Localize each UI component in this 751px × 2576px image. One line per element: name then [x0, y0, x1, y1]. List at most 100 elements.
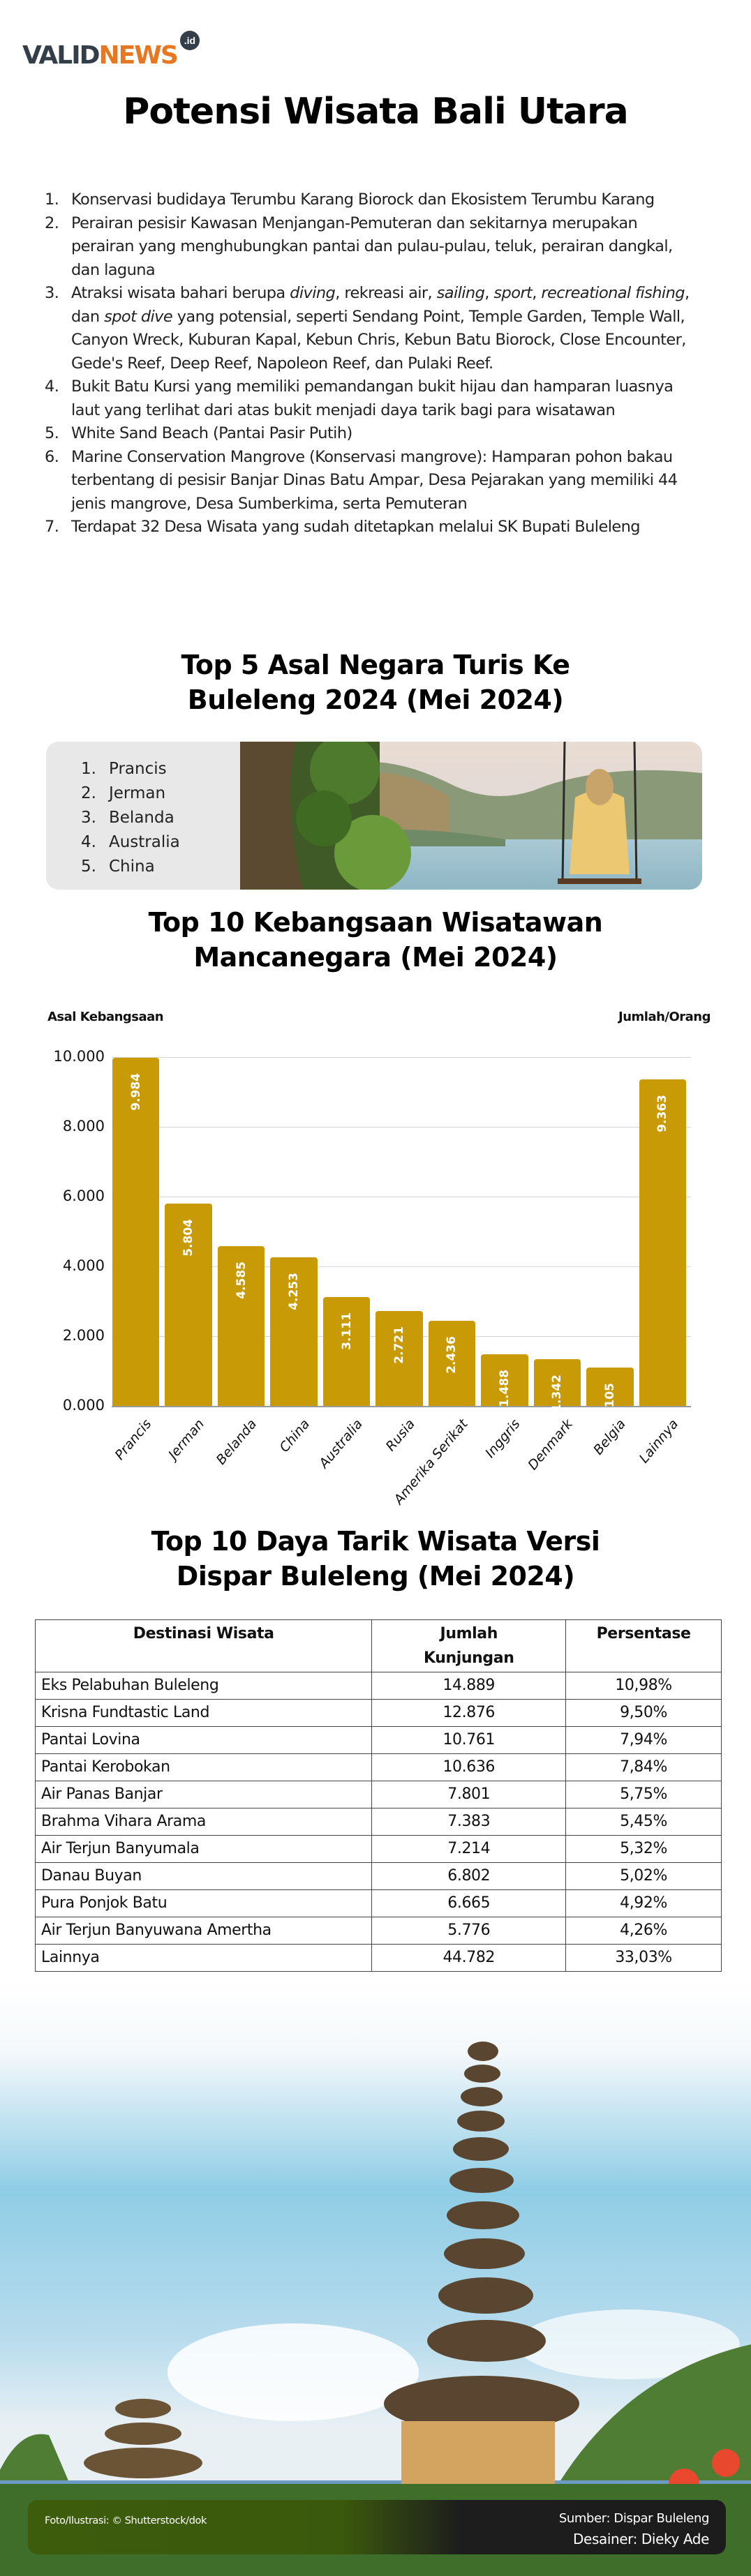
bar-value-label: 3.111 — [339, 1312, 354, 1351]
page-title: Potensi Wisata Bali Utara — [123, 91, 629, 133]
bar-rusia: 2.721 — [376, 1310, 423, 1406]
cell-percent: 5,45% — [565, 1808, 722, 1836]
gridline — [112, 1266, 691, 1267]
list-number: 1. — [81, 760, 96, 778]
bar-belgia: 1.105 — [586, 1367, 634, 1421]
table-row: Brahma Vihara Arama 7.383 5,45% — [34, 1808, 722, 1836]
gridline — [112, 1057, 691, 1058]
cell-visits: 44.782 — [371, 1944, 567, 1972]
cell-visits: 7.383 — [371, 1808, 567, 1836]
bar-value-label: 5.804 — [181, 1218, 196, 1257]
list-number: 1. — [45, 190, 59, 209]
bar-value-label: 4.585 — [234, 1261, 248, 1299]
list-number: 4. — [81, 833, 96, 851]
bar-value-label: 2.436 — [445, 1336, 459, 1374]
cell-name: Brahma Vihara Arama — [34, 1808, 373, 1836]
table-header-row: Destinasi Wisata Jumlah Kunjungan Persent… — [34, 1619, 722, 1672]
destinations-title-line1: Top 10 Daya Tarik Wisata Versi — [151, 1526, 600, 1557]
x-tick-label: Belgia — [590, 1416, 629, 1458]
top5-card: 1. Prancis 2. Jerman 3. Belanda 4. Australia… — [46, 742, 702, 890]
country-name: Belanda — [109, 809, 174, 827]
cell-percent: 4,26% — [565, 1917, 722, 1945]
cell-percent: 5,32% — [565, 1835, 722, 1863]
list-item: 5. China — [81, 855, 180, 879]
list-text: White Sand Beach (Pantai Pasir Putih) — [71, 424, 352, 442]
country-name: Australia — [109, 833, 180, 851]
list-text: Konservasi budidaya Terumbu Karang Bioro… — [71, 190, 655, 209]
cell-percent: 5,02% — [565, 1862, 722, 1890]
chart-title-line1: Top 10 Kebangsaan Wisatawan — [148, 907, 603, 938]
x-axis-line — [112, 1406, 691, 1407]
table-row: Air Terjun Banyuwana Amertha 5.776 4,26% — [34, 1917, 722, 1945]
country-name: Prancis — [109, 760, 167, 778]
header-visits: Jumlah Kunjungan — [371, 1619, 567, 1672]
list-number: 6. — [45, 447, 59, 466]
list-number: 5. — [45, 424, 59, 442]
cell-visits: 10.636 — [371, 1753, 567, 1781]
bar-value-label: 1.488 — [497, 1369, 512, 1407]
table-row: Eks Pelabuhan Buleleng 14.889 10,98% — [34, 1672, 722, 1700]
cell-name: Eks Pelabuhan Buleleng — [34, 1672, 373, 1700]
bar-china: 4.253 — [270, 1257, 318, 1406]
cell-percent: 7,94% — [565, 1726, 722, 1754]
list-number: 4. — [45, 377, 59, 396]
list-text: Marine Conservation Mangrove (Konservasi… — [71, 447, 678, 513]
bar-prancis: 9.984 — [112, 1057, 160, 1406]
table-row: Danau Buyan 6.802 5,02% — [34, 1862, 722, 1890]
credits-bar: Foto/Ilustrasi: © Shutterstock/dok Sumbe… — [28, 2500, 726, 2554]
list-number: 7. — [45, 518, 59, 536]
list-item: 4. Australia — [81, 830, 180, 855]
cell-visits: 10.761 — [371, 1726, 567, 1754]
data-source: Sumber: Dispar Buleleng — [558, 2511, 710, 2526]
cell-name: Danau Buyan — [34, 1862, 373, 1890]
designer-credit: Desainer: Dieky Ade — [573, 2531, 709, 2547]
table-row: Air Terjun Banyumala 7.214 5,32% — [34, 1835, 722, 1863]
gridline — [112, 1127, 691, 1128]
bar-value-label: 1.342 — [550, 1374, 565, 1412]
list-text: Terdapat 32 Desa Wisata yang sudah ditet… — [71, 518, 641, 536]
list-item: 3. Belanda — [81, 806, 180, 830]
bar-value-label: 9.984 — [128, 1072, 143, 1111]
x-tick-label: Jerman — [165, 1416, 208, 1462]
header-percent: Persentase — [565, 1619, 722, 1672]
swing-lake-photo — [240, 742, 702, 890]
list-text: Bukit Batu Kursi yang memiliki pemandang… — [71, 377, 674, 419]
y-tick-label: 10.000 — [53, 1048, 105, 1065]
x-tick-label: Prancis — [112, 1416, 155, 1463]
x-tick-label: Belanda — [213, 1416, 260, 1468]
potential-list: 1. Konservasi budidaya Terumbu Karang Bio… — [45, 188, 694, 539]
x-tick-label: Denmark — [525, 1416, 577, 1474]
logo-valid-text: VALID — [22, 41, 100, 70]
bar-value-label: 4.253 — [287, 1273, 302, 1311]
cell-visits: 7.214 — [371, 1835, 567, 1863]
table-row: Air Panas Banjar 7.801 5,75% — [34, 1781, 722, 1809]
y-tick-label: 2.000 — [62, 1327, 105, 1344]
cell-visits: 5.776 — [371, 1917, 567, 1945]
x-axis-label: Asal Kebangsaan — [47, 1010, 164, 1024]
list-number: 3. — [45, 284, 59, 302]
x-tick-label: Rusia — [382, 1416, 418, 1455]
table-body: Eks Pelabuhan Buleleng 14.889 10,98% Krisna… — [34, 1672, 722, 1972]
list-text: Atraksi wisata bahari berupa diving, rek… — [71, 284, 690, 373]
cell-visits: 7.801 — [371, 1781, 567, 1809]
bar-chart: 0.000 2.000 4.000 6.000 8.000 10.000 9.984 5.80… — [54, 1048, 691, 1421]
list-item: 6. Marine Conservation Mangrove (Konserva… — [45, 446, 694, 516]
list-number: 2. — [45, 214, 59, 232]
table-row: Pura Ponjok Batu 6.665 4,92% — [34, 1889, 722, 1917]
x-tick-label: Australia — [315, 1416, 366, 1472]
lake-swing-illustration — [240, 742, 702, 890]
cell-visits: 6.802 — [371, 1862, 567, 1890]
validnews-logo: VALID NEWS .id — [22, 27, 200, 68]
x-tick-label: Lainnya — [636, 1416, 682, 1467]
header-visits-line1: Jumlah — [440, 1625, 498, 1642]
list-number: 3. — [81, 809, 96, 827]
y-tick-label: 6.000 — [62, 1188, 105, 1204]
bar-lainnya: 9.363 — [639, 1079, 686, 1406]
bar-jerman: 5.804 — [165, 1203, 212, 1406]
list-item: 7. Terdapat 32 Desa Wisata yang sudah dit… — [45, 516, 694, 539]
bar-inggris: 1.488 — [481, 1354, 528, 1407]
cell-percent: 5,75% — [565, 1781, 722, 1809]
list-item: 2. Perairan pesisir Kawasan Menjangan-Pem… — [45, 212, 694, 283]
cell-percent: 4,92% — [565, 1889, 722, 1917]
cell-percent: 10,98% — [565, 1672, 722, 1700]
